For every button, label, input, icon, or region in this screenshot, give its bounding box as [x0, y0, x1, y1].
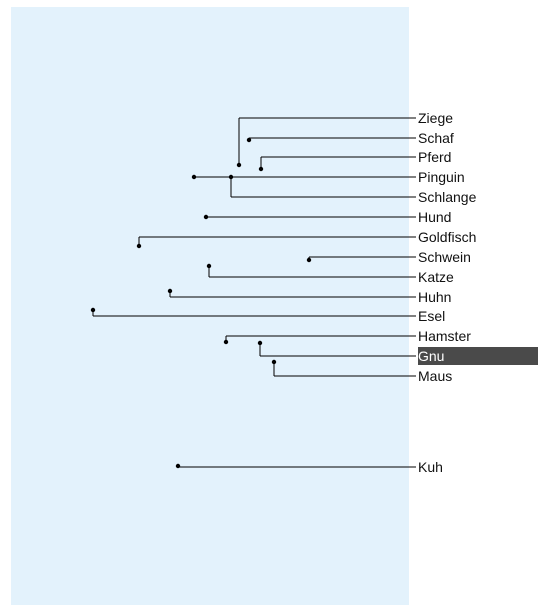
- node-dot-ziege: [236, 162, 242, 168]
- leaf-label-schwein[interactable]: Schwein: [418, 249, 471, 265]
- node-dot-pinguin-schlange: [228, 174, 234, 180]
- node-dot-gnu: [257, 340, 263, 346]
- leaf-label-goldfisch[interactable]: Goldfisch: [418, 229, 477, 245]
- leaf-label-katze[interactable]: Katze: [418, 269, 454, 285]
- node-dot-hund: [203, 214, 209, 220]
- leaf-label-hamster[interactable]: Hamster: [418, 328, 471, 344]
- node-dot-esel: [90, 307, 96, 313]
- tree-panel: [11, 7, 409, 605]
- node-dot-hamster: [223, 339, 229, 345]
- leaf-label-huhn[interactable]: Huhn: [418, 289, 452, 305]
- node-dot-pferd: [258, 166, 264, 172]
- leaf-label-hund[interactable]: Hund: [418, 209, 452, 225]
- leaf-label-schaf[interactable]: Schaf: [418, 130, 454, 146]
- node-dot-kuh: [175, 463, 181, 469]
- node-dot-pinguin: [191, 174, 197, 180]
- node-dot-goldfisch: [136, 243, 142, 249]
- node-dot-schwein: [306, 257, 312, 263]
- node-dot-huhn: [167, 288, 173, 294]
- leaf-label-pferd[interactable]: Pferd: [418, 149, 452, 165]
- leaf-label-kuh[interactable]: Kuh: [418, 459, 443, 475]
- node-dot-maus: [271, 359, 277, 365]
- node-dot-katze: [206, 263, 212, 269]
- leaf-label-gnu[interactable]: Gnu: [418, 347, 538, 365]
- node-dot-schaf: [246, 137, 252, 143]
- leaf-label-esel[interactable]: Esel: [418, 308, 446, 324]
- leaf-label-pinguin[interactable]: Pinguin: [418, 169, 465, 185]
- leaf-label-schlange[interactable]: Schlange: [418, 189, 477, 205]
- leaf-label-maus[interactable]: Maus: [418, 368, 453, 384]
- leaf-label-ziege[interactable]: Ziege: [418, 110, 454, 126]
